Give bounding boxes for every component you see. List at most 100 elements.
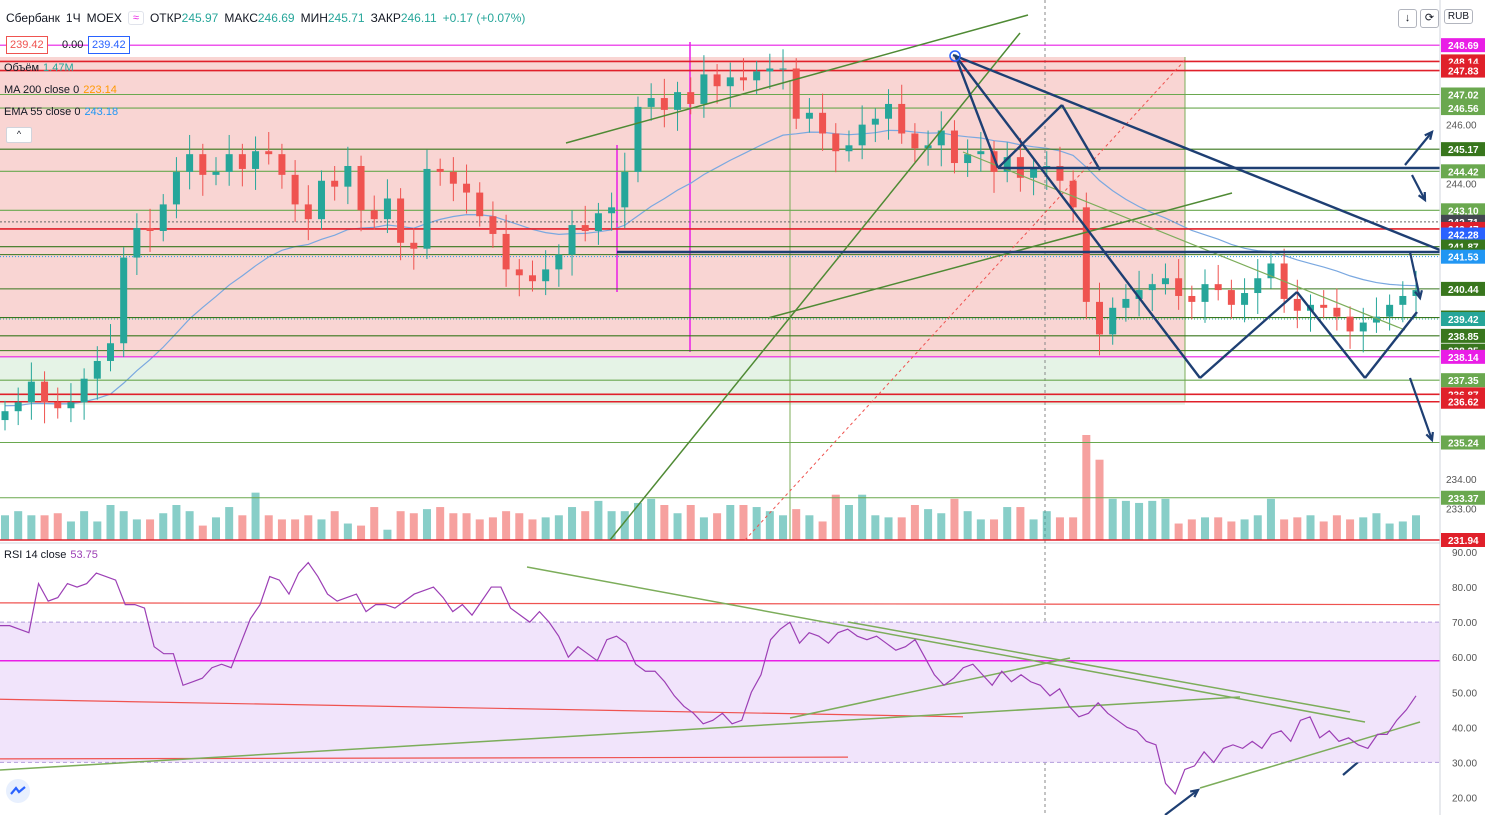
volume-bar: [1201, 517, 1210, 540]
candle-body: [159, 204, 167, 231]
price-label: 248.69: [1448, 41, 1479, 52]
currency-badge[interactable]: RUB: [1443, 9, 1473, 24]
volume-bar: [950, 498, 959, 540]
tradingview-logo[interactable]: [6, 779, 30, 803]
candle-body: [792, 68, 800, 119]
collapse-legend-button[interactable]: ^: [6, 127, 32, 143]
volume-bar: [1319, 521, 1328, 540]
refresh-icon[interactable]: ⟳: [1420, 9, 1439, 28]
legend-label: EMA 55 close 0: [4, 106, 81, 118]
volume-bar: [924, 509, 933, 540]
volume-bar: [159, 513, 168, 540]
candle-body: [1161, 278, 1169, 285]
candle-body: [449, 171, 457, 184]
legend-label: Объём: [4, 62, 40, 74]
price-label: 243.10: [1448, 206, 1479, 217]
candle-body: [660, 98, 668, 110]
candle-body: [186, 154, 194, 172]
candle-body: [463, 183, 471, 193]
trend-line: [952, 53, 1441, 252]
rsi-tick-label: 50.00: [1452, 688, 1477, 699]
volume-bar: [779, 515, 788, 540]
candle-body: [1254, 278, 1262, 294]
axis-tick-label: 244.00: [1446, 180, 1477, 191]
volume-bar: [871, 515, 880, 540]
candle-body: [106, 343, 114, 361]
volume-bar: [502, 511, 511, 540]
price-label: 236.62: [1448, 398, 1479, 409]
drawings[interactable]: [565, 14, 1441, 816]
candle-body: [1293, 298, 1301, 311]
download-icon[interactable]: ↓: [1398, 9, 1417, 28]
high-value: 246.69: [257, 11, 295, 25]
axis-tick-label: 234.00: [1446, 475, 1477, 486]
volume-bar: [1306, 515, 1315, 540]
price-label-bg: [1441, 533, 1485, 547]
volume-bar: [1385, 523, 1394, 540]
volume-bar: [686, 505, 695, 540]
volume-bar: [752, 507, 761, 540]
candle-body: [594, 213, 602, 231]
volume-bar: [884, 517, 893, 540]
interval[interactable]: 1Ч: [65, 11, 81, 25]
trend-line: [954, 54, 1201, 379]
arrow-line: [1404, 131, 1433, 166]
candle-body: [423, 168, 431, 249]
volume-bar: [198, 525, 207, 540]
candle-body: [436, 168, 444, 172]
volume-bar: [568, 507, 577, 540]
volume-bar: [647, 498, 656, 540]
low-value: 245.71: [327, 11, 365, 25]
volume-bar: [277, 519, 286, 540]
compare-toggle[interactable]: ≈: [127, 11, 144, 25]
candle-body: [54, 402, 62, 409]
candle-body: [819, 112, 827, 134]
volume-bar: [1042, 511, 1051, 540]
axis-tick-label: 246.00: [1446, 121, 1477, 132]
trend-line: [1296, 291, 1366, 379]
candle-body: [1320, 304, 1328, 308]
volume-bar: [238, 515, 247, 540]
volume-bar: [357, 525, 366, 540]
price-change: +0.17 (+0.07%): [442, 11, 526, 25]
volume-bar: [264, 515, 273, 540]
ask-price[interactable]: 239.42: [88, 36, 130, 54]
price-label: 244.42: [1448, 167, 1479, 178]
candle-body: [647, 98, 655, 107]
price-label: 231.94: [1448, 536, 1479, 547]
candle-body: [1333, 307, 1341, 317]
symbol-name[interactable]: Сбербанк: [6, 11, 60, 25]
price-label-bg: [1441, 249, 1485, 264]
candle-body: [871, 118, 879, 125]
bid-price[interactable]: 239.42: [6, 36, 48, 54]
volume-bar: [343, 523, 352, 540]
candle-body: [225, 154, 233, 172]
trend-line: [609, 32, 1021, 541]
candle-body: [805, 112, 813, 119]
volume-bar: [1082, 435, 1091, 540]
rsi-band: [0, 622, 1440, 763]
price-label-bg: [1441, 435, 1485, 450]
candle-body: [898, 103, 906, 134]
candle-body: [568, 225, 576, 255]
candle-body: [1056, 165, 1064, 181]
candle-body: [410, 242, 418, 249]
axis-tick-label: 233.00: [1446, 505, 1477, 516]
candle-body: [1135, 290, 1143, 299]
volume-bar: [488, 517, 497, 540]
price-label: 235.24: [1448, 439, 1479, 450]
price-label-bg: [1441, 63, 1485, 78]
candle-body: [555, 254, 563, 270]
candle-body: [199, 154, 207, 175]
volume-bar: [1227, 521, 1236, 540]
volume-bar: [1174, 523, 1183, 540]
price-axis[interactable]: 248.00246.00244.00234.00233.00248.69248.…: [1439, 0, 1486, 815]
rsi-trend-line: [0, 696, 1241, 771]
rsi-level-line: [0, 602, 1441, 606]
price-label-bg: [1441, 373, 1485, 388]
price-label-bg: [1441, 490, 1485, 505]
volume-bar: [541, 517, 550, 540]
candle-body: [766, 68, 774, 72]
candle-body: [964, 154, 972, 164]
